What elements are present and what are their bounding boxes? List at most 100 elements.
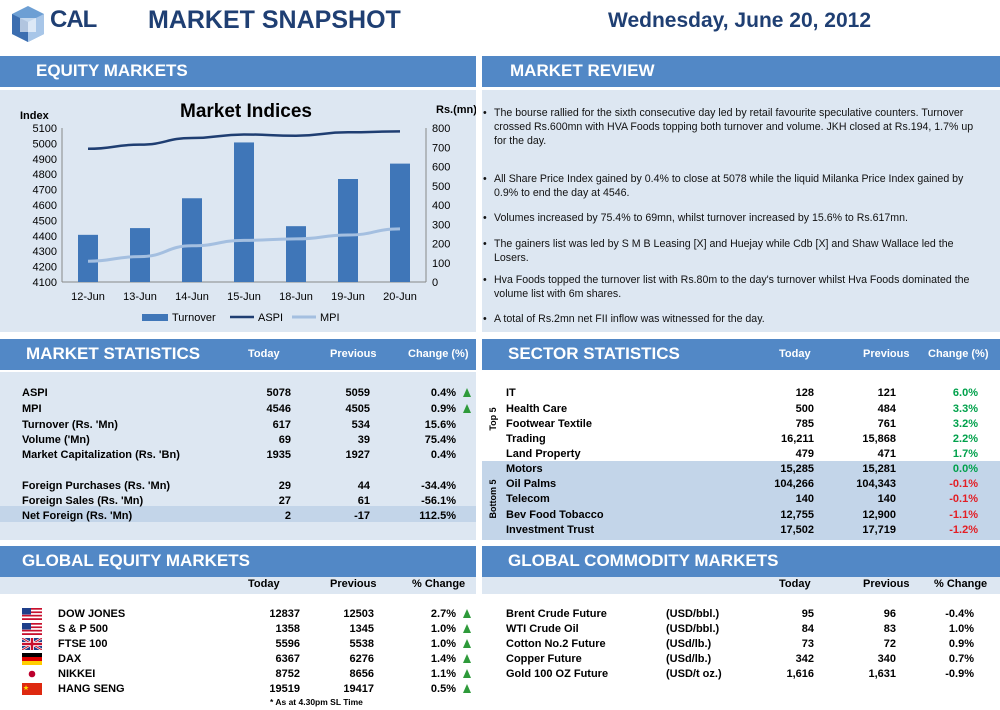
sector-name: Footwear Textile — [506, 418, 592, 430]
report-date: Wednesday, June 20, 2012 — [608, 9, 872, 32]
global-equity-title: GLOBAL EQUITY MARKETS — [22, 551, 250, 570]
germany-flag-icon — [22, 653, 42, 665]
us-flag-icon — [22, 623, 42, 635]
sector-name: Trading — [506, 433, 546, 445]
table-row: Turnover (Rs. 'Mn) 617 534 15.6% — [0, 418, 476, 432]
change-value: -0.9% — [945, 668, 974, 680]
previous-value: 534 — [351, 419, 370, 431]
up-arrow-icon — [463, 388, 471, 397]
change-value: 3.2% — [952, 418, 978, 430]
index-name: S & P 500 — [58, 623, 108, 635]
change-value: 15.6% — [424, 419, 456, 431]
today-value: 95 — [801, 608, 814, 620]
table-row: Telecom 140 140 -0.1% — [482, 492, 1000, 506]
today-value: 5596 — [275, 638, 300, 650]
change-value: -56.1% — [421, 495, 456, 507]
y-tick-label: 4600 — [33, 200, 57, 212]
commodity-unit: (USd/lb.) — [666, 638, 712, 650]
up-arrow-icon — [463, 609, 471, 618]
up-arrow-icon — [463, 624, 471, 633]
table-row: Health Care 500 484 3.3% — [482, 402, 1000, 416]
sector-name: Land Property — [506, 448, 581, 460]
turnover-bar — [390, 163, 410, 282]
previous-value: 4505 — [345, 403, 370, 415]
commodity-unit: (USD/t oz.) — [666, 668, 722, 680]
y2-tick-label: 600 — [432, 162, 450, 174]
global-commodity-colbar: Today Previous % Change — [482, 577, 1000, 594]
aspi-line — [87, 130, 401, 151]
change-value: 3.3% — [952, 403, 978, 415]
table-row: Trading 16,211 15,868 2.2% — [482, 432, 1000, 446]
y-tick-label: 5100 — [33, 123, 57, 135]
y2-axis-label: Rs.(mn) — [436, 104, 476, 116]
sector-name: Motors — [506, 463, 543, 475]
today-value: 8752 — [275, 668, 300, 680]
row-label: ASPI — [22, 387, 48, 399]
y2-tick-label: 500 — [432, 181, 450, 193]
today-value: 2 — [284, 510, 291, 522]
y2-tick-label: 0 — [432, 277, 438, 289]
today-value: 1358 — [275, 623, 300, 635]
previous-value: 83 — [883, 623, 896, 635]
review-item: The gainers list was led by S M B Leasin… — [483, 237, 982, 265]
col-today: Today — [248, 348, 280, 360]
x-tick-label: 12-Jun — [71, 291, 105, 303]
change-value: 1.4% — [430, 653, 456, 665]
market-statistics-header: MARKET STATISTICS Today Previous Change … — [0, 339, 476, 370]
change-value: 0.9% — [430, 403, 456, 415]
today-value: 29 — [278, 480, 291, 492]
previous-value: 484 — [877, 403, 896, 415]
table-row: Gold 100 OZ Future (USD/t oz.) 1,616 1,631 -… — [482, 667, 1000, 681]
previous-value: 96 — [883, 608, 896, 620]
up-arrow-icon — [463, 669, 471, 678]
x-tick-label: 13-Jun — [123, 291, 157, 303]
col-previous: Previous — [863, 578, 910, 590]
review-item: Volumes increased by 75.4% to 69mn, whil… — [483, 211, 982, 225]
change-value: -0.1% — [949, 478, 978, 490]
previous-value: 5059 — [345, 387, 370, 399]
col-previous: Previous — [330, 578, 377, 590]
today-value: 4546 — [266, 403, 291, 415]
change-value: 2.7% — [430, 608, 456, 620]
change-value: 1.0% — [948, 623, 974, 635]
col-change: % Change — [934, 578, 988, 590]
table-row: Cotton No.2 Future (USd/lb.) 73 72 0.9% — [482, 637, 1000, 651]
previous-value: 140 — [877, 493, 896, 505]
y2-tick-label: 100 — [432, 258, 450, 270]
table-row: ASPI 5078 5059 0.4% — [0, 386, 476, 400]
mpi-line — [87, 227, 401, 263]
up-arrow-icon — [463, 654, 471, 663]
previous-value: 12,900 — [862, 509, 896, 521]
global-commodity-header: GLOBAL COMMODITY MARKETS — [482, 546, 1000, 577]
table-row: Land Property 479 471 1.7% — [482, 447, 1000, 461]
y-tick-label: 4500 — [33, 215, 57, 227]
sector-name: Health Care — [506, 403, 568, 415]
commodity-name: Copper Future — [506, 653, 582, 665]
global-equity-colbar: Today Previous % Change — [0, 577, 476, 594]
commodity-name: WTI Crude Oil — [506, 623, 579, 635]
today-value: 12837 — [269, 608, 300, 620]
previous-value: 39 — [357, 434, 370, 446]
y-tick-label: 4100 — [33, 277, 57, 289]
change-value: 112.5% — [419, 510, 456, 522]
table-row: Market Capitalization (Rs. 'Bn) 1935 1927 0… — [0, 448, 476, 462]
sector-name: IT — [506, 387, 516, 399]
table-row: HANG SENG 19519 19417 0.5% — [0, 682, 476, 696]
change-value: 0.0% — [952, 463, 978, 475]
y-tick-label: 4800 — [33, 169, 57, 181]
table-row: WTI Crude Oil (USD/bbl.) 84 83 1.0% — [482, 622, 1000, 636]
y-tick-label: 4700 — [33, 185, 57, 197]
change-value: 1.1% — [430, 668, 456, 680]
table-row: Oil Palms 104,266 104,343 -0.1% — [482, 477, 1000, 491]
logo-text: CAL — [50, 6, 97, 33]
commodity-name: Gold 100 OZ Future — [506, 668, 609, 680]
table-row: Foreign Sales (Rs. 'Mn) 27 61 -56.1% — [0, 494, 476, 508]
previous-value: 340 — [877, 653, 896, 665]
change-value: 1.7% — [952, 448, 978, 460]
today-value: 128 — [795, 387, 814, 399]
y-tick-label: 5000 — [33, 138, 57, 150]
table-row: DOW JONES 12837 12503 2.7% — [0, 607, 476, 621]
y2-tick-label: 400 — [432, 200, 450, 212]
table-row: Investment Trust 17,502 17,719 -1.2% — [482, 523, 1000, 537]
commodity-unit: (USd/lb.) — [666, 653, 712, 665]
